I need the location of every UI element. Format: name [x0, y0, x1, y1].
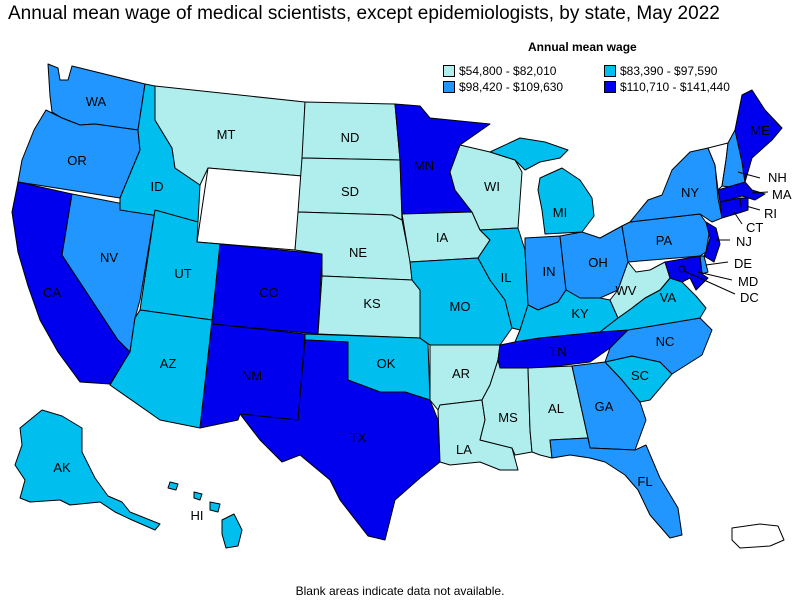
state-ak[interactable] — [14, 409, 161, 531]
state-nc[interactable] — [604, 317, 713, 375]
label-sd: SD — [341, 184, 359, 199]
callout-line-nh — [737, 171, 761, 179]
state-ct[interactable] — [719, 197, 743, 219]
legend-swatch-bin4 — [604, 81, 616, 93]
state-md[interactable] — [664, 255, 709, 291]
label-tn: TN — [549, 344, 566, 359]
label-nv: NV — [100, 250, 118, 265]
label-ca: CA — [43, 285, 61, 300]
state-fl[interactable] — [549, 437, 683, 539]
legend-item-bin4: $110,710 - $141,440 — [604, 80, 730, 94]
label-ak: AK — [53, 460, 71, 475]
label-mo: MO — [450, 299, 471, 314]
state-tx[interactable] — [239, 339, 441, 541]
label-il: IL — [501, 270, 512, 285]
state-mi[interactable] — [489, 137, 595, 235]
state-ny[interactable] — [629, 147, 723, 223]
label-pa: PA — [656, 233, 673, 248]
label-la: LA — [456, 442, 472, 457]
legend-swatch-bin1 — [443, 65, 455, 77]
state-me[interactable] — [734, 89, 783, 183]
label-nh: NH — [768, 170, 787, 185]
label-va: VA — [660, 290, 677, 305]
legend-label-bin1: $54,800 - $82,010 — [459, 64, 557, 78]
label-ct: CT — [746, 220, 763, 235]
map-title: Annual mean wage of medical scientists, … — [8, 3, 720, 24]
label-md: MD — [738, 274, 758, 289]
callout-line-de — [705, 261, 729, 266]
state-nj[interactable] — [703, 221, 721, 263]
state-hi[interactable] — [167, 481, 243, 549]
legend-item-bin3: $98,420 - $109,630 — [443, 80, 563, 94]
label-co: CO — [259, 285, 279, 300]
label-ia: IA — [436, 230, 449, 245]
label-ks: KS — [363, 296, 381, 311]
label-mi: MI — [553, 205, 567, 220]
footnote: Blank areas indicate data not available. — [295, 584, 505, 598]
legend-item-bin2: $83,390 - $97,590 — [604, 64, 717, 78]
label-in: IN — [543, 264, 556, 279]
label-de: DE — [734, 256, 752, 271]
legend-label-bin4: $110,710 - $141,440 — [620, 80, 730, 94]
label-ms: MS — [498, 410, 518, 425]
label-hi: HI — [191, 508, 204, 523]
state-pr[interactable] — [731, 523, 785, 549]
label-me: ME — [750, 123, 770, 138]
label-nc: NC — [656, 334, 675, 349]
label-wa: WA — [86, 94, 107, 109]
legend-swatch-bin3 — [443, 81, 455, 93]
state-or[interactable] — [17, 109, 141, 199]
label-nd: ND — [341, 130, 360, 145]
label-nj: NJ — [736, 234, 752, 249]
label-ar: AR — [452, 366, 470, 381]
legend-label-bin2: $83,390 - $97,590 — [620, 64, 718, 78]
label-ma: MA — [772, 187, 792, 202]
label-fl: FL — [637, 474, 652, 489]
label-az: AZ — [160, 356, 177, 371]
legend-label-bin3: $98,420 - $109,630 — [459, 80, 564, 94]
state-il[interactable] — [477, 227, 529, 331]
label-al: AL — [548, 401, 564, 416]
label-nm: NM — [242, 368, 262, 383]
label-tx: TX — [350, 430, 367, 445]
label-mt: MT — [217, 127, 236, 142]
state-wy[interactable] — [196, 167, 303, 251]
label-ky: KY — [571, 306, 589, 321]
label-ga: GA — [595, 399, 614, 414]
legend-item-bin1: $54,800 - $82,010 — [443, 64, 556, 78]
state-ri[interactable] — [739, 197, 749, 213]
state-wi[interactable] — [449, 144, 523, 231]
label-oh: OH — [588, 255, 608, 270]
label-ok: OK — [377, 356, 396, 371]
callout-line-md — [697, 271, 733, 281]
legend-swatch-bin2 — [604, 65, 616, 77]
callout-line-dc — [683, 270, 736, 295]
label-mn: MN — [414, 158, 434, 173]
state-dc[interactable] — [678, 265, 686, 273]
label-wi: WI — [484, 179, 500, 194]
callout-line-ri — [745, 205, 761, 211]
label-ut: UT — [174, 266, 191, 281]
label-ne: NE — [349, 245, 367, 260]
callout-line-ct — [733, 211, 743, 225]
label-wv: WV — [616, 283, 637, 298]
state-la[interactable] — [437, 399, 519, 471]
callout-line-ma — [751, 191, 769, 194]
label-ri: RI — [764, 206, 777, 221]
label-or: OR — [67, 153, 87, 168]
state-ms[interactable] — [479, 359, 533, 456]
label-sc: SC — [631, 368, 649, 383]
label-id: ID — [151, 179, 164, 194]
label-dc: DC — [740, 290, 759, 305]
legend-title: Annual mean wage — [528, 40, 637, 54]
label-ny: NY — [681, 185, 699, 200]
